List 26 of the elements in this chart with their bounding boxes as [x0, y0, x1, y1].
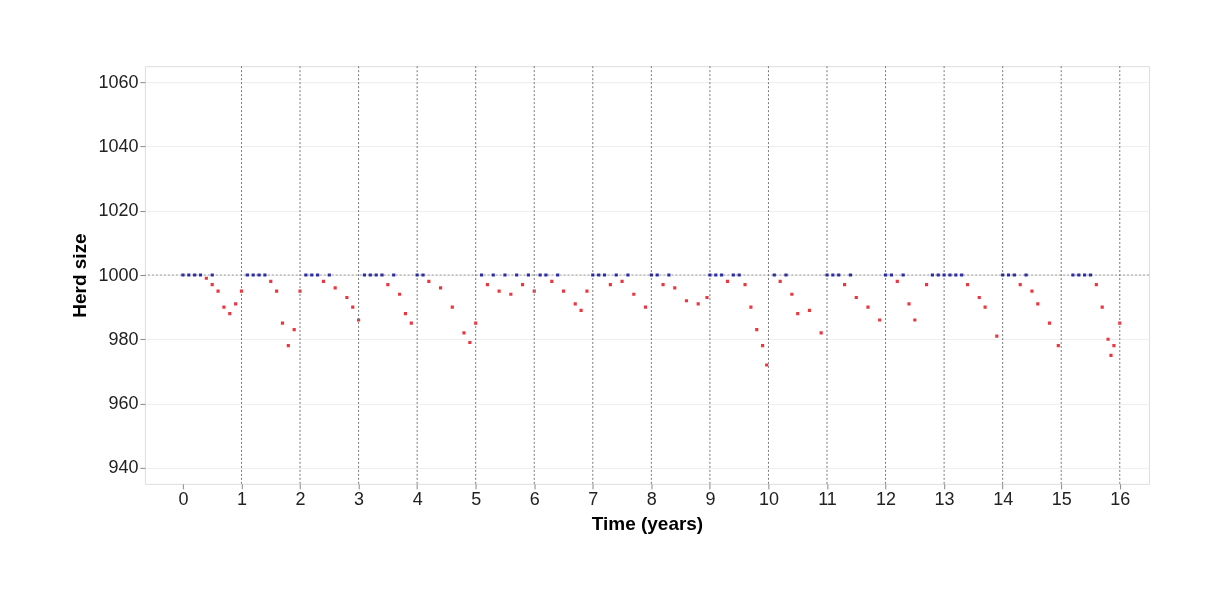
x-tick-label: 8 [646, 489, 657, 510]
y-tick-label: 1060 [98, 71, 139, 92]
x-tick-label: 1 [236, 489, 247, 510]
x-axis-title: Time (years) [591, 513, 704, 535]
x-tick-label: 4 [412, 489, 423, 510]
x-tick-label: 3 [354, 489, 365, 510]
x-tick-label: 5 [471, 489, 482, 510]
y-tick-label: 980 [108, 328, 139, 349]
y-tick-label: 1040 [98, 136, 139, 156]
x-tick-label: 12 [876, 489, 897, 510]
x-tick-label: 0 [178, 489, 189, 510]
x-tick-label: 10 [758, 489, 779, 510]
x-tick-label: 2 [295, 489, 306, 510]
y-tick-label: 1000 [98, 264, 139, 285]
x-tick-label: 7 [588, 489, 599, 510]
y-tick-label: 960 [108, 393, 139, 414]
x-tick-label: 15 [1051, 489, 1072, 510]
y-tick-label: 1020 [98, 200, 139, 221]
x-tick-label: 14 [993, 489, 1014, 510]
x-tick-label: 16 [1110, 489, 1131, 510]
x-tick-label: 13 [934, 489, 955, 510]
x-tick-label: 11 [818, 489, 837, 510]
y-axis-title: Herd size [69, 233, 91, 318]
x-tick-label: 6 [529, 489, 540, 510]
x-tick-label: 9 [705, 489, 716, 510]
y-tick-label: 940 [108, 457, 139, 478]
